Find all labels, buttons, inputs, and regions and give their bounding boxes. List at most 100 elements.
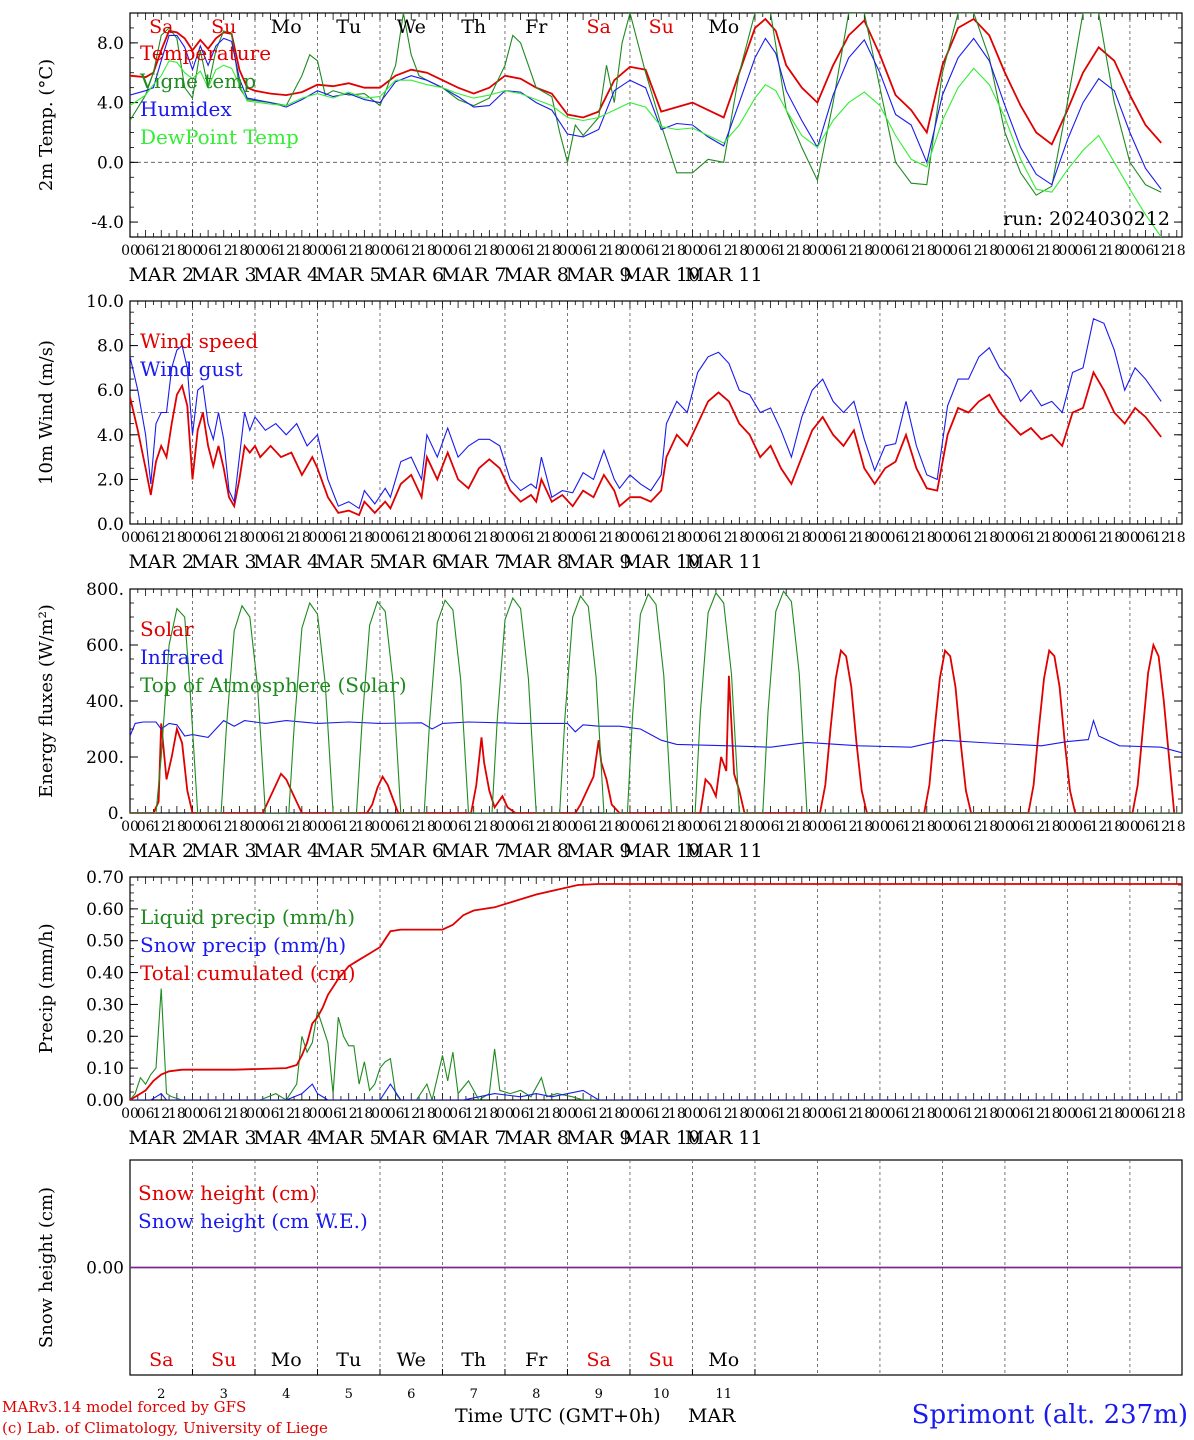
hour-tick-label: 00: [121, 530, 139, 546]
hour-tick-label: 12: [527, 243, 545, 259]
y-axis-label: Precip (mm/h): [36, 923, 57, 1053]
y-tick-label: 4.0: [97, 94, 124, 114]
hour-tick-label: 12: [1027, 1106, 1045, 1122]
day-abbr-label: Sa: [587, 16, 611, 38]
hour-tick-label: 00: [309, 243, 327, 259]
y-axis-label: 2m Temp. (°C): [36, 59, 57, 191]
hour-tick-label: 18: [605, 243, 623, 259]
legend-entry: Snow precip (mm/h): [140, 933, 346, 957]
hour-tick-label: 18: [355, 530, 373, 546]
hour-tick-label: 18: [605, 1106, 623, 1122]
hour-tick-label: 00: [934, 243, 952, 259]
hour-tick-label: 00: [809, 1106, 827, 1122]
hour-tick-label: 18: [1168, 819, 1186, 835]
series-line-dewpoint-temp: [130, 60, 1162, 237]
hour-tick-label: 18: [293, 530, 311, 546]
hour-tick-label: 18: [855, 1106, 873, 1122]
date-label: MAR 8: [503, 551, 569, 573]
date-number-label: 6: [407, 1387, 415, 1402]
hour-tick-label: 12: [465, 243, 483, 259]
hour-tick-label: 18: [230, 243, 248, 259]
hour-tick-label: 06: [199, 243, 217, 259]
date-label: MAR 7: [441, 840, 507, 862]
hour-tick-label: 12: [527, 819, 545, 835]
hour-tick-label: 06: [824, 819, 842, 835]
hour-tick-label: 00: [246, 530, 264, 546]
hour-tick-label: 18: [730, 819, 748, 835]
hour-tick-label: 00: [496, 819, 514, 835]
hour-tick-label: 12: [777, 1106, 795, 1122]
hour-tick-label: 00: [1059, 819, 1077, 835]
date-label: MAR 5: [316, 264, 382, 286]
hour-tick-label: 18: [480, 819, 498, 835]
hour-tick-label: 00: [309, 530, 327, 546]
date-label: MAR 11: [685, 551, 763, 573]
hour-tick-label: 06: [637, 819, 655, 835]
hour-tick-label: 12: [215, 1106, 233, 1122]
y-tick-label: 0.10: [86, 1059, 124, 1079]
hour-tick-label: 18: [855, 819, 873, 835]
day-abbr-label: Tu: [336, 1349, 361, 1371]
y-tick-label: 10.0: [86, 292, 124, 312]
hour-tick-label: 18: [855, 243, 873, 259]
day-abbr-label: Fr: [525, 1349, 548, 1371]
hour-tick-label: 18: [793, 819, 811, 835]
hour-tick-label: 12: [777, 819, 795, 835]
date-label: MAR 8: [503, 1127, 569, 1149]
hour-tick-label: 06: [699, 243, 717, 259]
series-line-humidex: [130, 34, 1162, 190]
hour-tick-label: 18: [480, 243, 498, 259]
hour-tick-label: 06: [637, 1106, 655, 1122]
date-label: MAR 10: [622, 1127, 700, 1149]
hour-tick-label: 00: [559, 1106, 577, 1122]
y-tick-label: 0.: [108, 804, 124, 824]
series-line-solar: [130, 642, 1176, 813]
y-tick-label: -4.0: [91, 213, 124, 233]
hour-tick-label: 00: [496, 243, 514, 259]
hour-tick-label: 06: [387, 1106, 405, 1122]
hour-tick-label: 18: [230, 530, 248, 546]
hour-tick-label: 12: [840, 819, 858, 835]
day-abbr-label: We: [397, 1349, 426, 1371]
hour-tick-label: 12: [1090, 243, 1108, 259]
hour-tick-label: 12: [1090, 530, 1108, 546]
hour-tick-label: 06: [1074, 243, 1092, 259]
y-axis-label: Energy fluxes (W/m²): [36, 604, 57, 798]
hour-tick-label: 18: [355, 1106, 373, 1122]
hour-tick-label: 06: [574, 243, 592, 259]
hour-tick-label: 06: [949, 530, 967, 546]
hour-tick-label: 18: [1168, 243, 1186, 259]
x-axis-month: MAR: [688, 1405, 736, 1427]
date-label: MAR 8: [503, 264, 569, 286]
date-label: MAR 7: [441, 1127, 507, 1149]
day-abbr-label: Mo: [271, 1349, 302, 1371]
hour-tick-label: 12: [652, 243, 670, 259]
hour-tick-label: 12: [465, 1106, 483, 1122]
hour-tick-label: 12: [840, 1106, 858, 1122]
hour-tick-label: 12: [340, 243, 358, 259]
hour-tick-label: 00: [621, 1106, 639, 1122]
hour-tick-label: 06: [824, 530, 842, 546]
hour-tick-label: 18: [543, 1106, 561, 1122]
hour-tick-label: 12: [152, 819, 170, 835]
date-label: MAR 3: [191, 1127, 257, 1149]
y-tick-label: 0.0: [97, 515, 124, 535]
y-tick-label: 0.0: [97, 153, 124, 173]
date-label: MAR 2: [128, 1127, 194, 1149]
hour-tick-label: 06: [199, 530, 217, 546]
hour-tick-label: 18: [418, 243, 436, 259]
legend-entry: Humidex: [140, 97, 232, 121]
legend-entry: Total cumulated (cm): [140, 961, 356, 985]
hour-tick-label: 06: [887, 530, 905, 546]
day-abbr-label: Mo: [271, 16, 302, 38]
hour-tick-label: 12: [590, 819, 608, 835]
hour-tick-label: 18: [668, 1106, 686, 1122]
hour-tick-label: 18: [1105, 243, 1123, 259]
hour-tick-label: 12: [277, 530, 295, 546]
hour-tick-label: 18: [668, 243, 686, 259]
hour-tick-label: 06: [137, 243, 155, 259]
hour-tick-label: 06: [637, 530, 655, 546]
hour-tick-label: 06: [1074, 530, 1092, 546]
hour-tick-label: 18: [668, 530, 686, 546]
hour-tick-label: 18: [230, 1106, 248, 1122]
